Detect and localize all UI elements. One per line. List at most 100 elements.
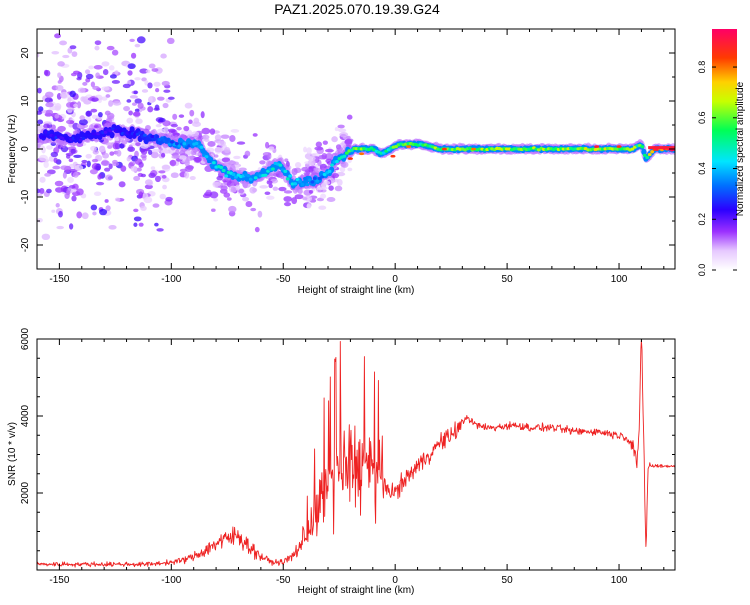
spectrogram-noise-blob xyxy=(51,209,56,213)
spectrogram-noise-blob xyxy=(112,100,122,106)
spectrogram-noise-blob xyxy=(122,83,131,89)
spectrogram-noise-blob xyxy=(100,147,106,153)
spectrogram-ridge-core xyxy=(147,138,152,142)
snr-x-label: Height of straight line (km) xyxy=(298,585,415,596)
spectrogram-ridge-core xyxy=(219,165,224,170)
spectrogram-noise-blob xyxy=(49,106,59,111)
spectrogram-noise-blob xyxy=(308,189,314,194)
spectrogram-noise-blob xyxy=(157,96,165,101)
spectrogram-noise-blob xyxy=(69,45,77,50)
spectrogram-ridge-core xyxy=(344,151,349,155)
spectrogram-noise-blob xyxy=(200,111,205,119)
spectrogram-noise-blob xyxy=(54,114,60,119)
spectrogram-ridge-core xyxy=(182,142,187,146)
spectrogram-x-tick-label: -150 xyxy=(49,274,69,285)
spectrogram-noise-blob xyxy=(105,174,113,181)
spectrogram-noise-blob xyxy=(96,181,105,186)
spectrogram-noise-blob xyxy=(254,226,260,233)
spectrogram-noise-blob xyxy=(37,52,40,58)
spectrogram-noise-blob xyxy=(138,191,144,199)
spectrogram-noise-blob xyxy=(46,169,56,175)
spectrogram-noise-blob xyxy=(220,134,230,139)
spectrogram-noise-blob xyxy=(161,80,170,87)
spectrogram-noise-blob xyxy=(44,97,53,103)
spectrogram-noise-blob xyxy=(54,33,61,39)
spectrogram-ridge-core xyxy=(150,134,155,139)
spectrogram-noise-blob xyxy=(71,51,78,57)
spectrogram-noise-blob xyxy=(140,148,148,155)
spectrogram-noise-blob xyxy=(214,134,222,141)
spectrogram-noise-blob xyxy=(266,180,273,185)
spectrogram-noise-blob xyxy=(55,203,60,208)
snr-line xyxy=(37,339,675,568)
spectrogram-noise-blob xyxy=(108,65,115,71)
spectrogram-noise-blob xyxy=(170,172,179,179)
spectrogram-noise-blob xyxy=(45,102,54,108)
spectrogram-ridge-core xyxy=(285,177,290,181)
spectrogram-noise-blob xyxy=(69,90,76,98)
snr-x-tick-label: -50 xyxy=(276,575,291,586)
spectrogram-noise-blob xyxy=(235,184,241,191)
spectrogram-noise-blob xyxy=(90,81,96,88)
snr-y-tick-label: 6000 xyxy=(20,327,31,350)
spectrogram-ridge-core xyxy=(386,148,391,152)
spectrogram-noise-blob xyxy=(230,186,237,193)
spectrogram-noise-blob xyxy=(155,124,162,128)
spectrogram-noise-blob xyxy=(77,87,86,94)
spectrogram-hot-tail xyxy=(648,146,675,150)
spectrogram-noise-blob xyxy=(252,187,258,193)
spectrogram-noise-blob xyxy=(326,196,336,203)
spectrogram-noise-blob xyxy=(148,96,153,104)
spectrogram-noise-blob xyxy=(283,190,293,194)
spectrogram-noise-blob xyxy=(130,52,137,59)
spectrogram-noise-blob xyxy=(85,73,94,80)
spectrogram-noise-blob xyxy=(339,166,346,173)
spectrogram-ridge-core xyxy=(349,148,354,152)
spectrogram-noise-blob xyxy=(334,185,343,192)
spectrogram-ridge-core xyxy=(46,130,51,134)
spectrogram-ridge-core xyxy=(177,144,182,148)
spectrogram-noise-blob xyxy=(112,142,119,150)
spectrogram-noise-blob xyxy=(93,191,102,197)
snr-y-axis: 2000 4000 6000 xyxy=(20,327,675,571)
spectrogram-noise-blob xyxy=(220,185,228,191)
spectrogram-noise-blob xyxy=(238,188,245,194)
spectrogram-noise-blob xyxy=(268,183,273,189)
spectrogram-noise-blob xyxy=(134,108,140,113)
snr-x-tick-label: 50 xyxy=(502,575,514,586)
spectrogram-ridge-core xyxy=(295,177,300,182)
spectrogram-noise-blob xyxy=(136,36,146,44)
spectrogram-noise-blob xyxy=(120,165,127,172)
spectrogram-noise-blob xyxy=(331,136,338,143)
spectrogram-noise-blob xyxy=(133,216,142,222)
spectrogram-noise-blob xyxy=(108,163,113,170)
spectrogram-noise-blob xyxy=(135,142,141,147)
spectrogram-noise-blob xyxy=(102,152,110,159)
spectrogram-noise-blob xyxy=(108,100,114,107)
spectrogram-noise-blob xyxy=(165,196,173,202)
spectrogram-noise-blob xyxy=(334,127,339,132)
colorbar-gradient xyxy=(712,29,737,270)
spectrogram-noise-blob xyxy=(37,110,42,115)
spectrogram-ridge-core xyxy=(369,146,374,150)
spectrogram-noise-blob xyxy=(264,191,271,196)
spectrogram-noise-blob xyxy=(76,76,82,81)
spectrogram-noise-blob xyxy=(209,191,219,199)
spectrogram-ridge-core xyxy=(647,152,652,157)
colorbar-tick-label: 0.6 xyxy=(697,112,707,125)
spectrogram-noise-blob xyxy=(266,195,275,200)
spectrogram-hotspot xyxy=(471,147,477,151)
spectrogram-noise-blob xyxy=(107,145,113,149)
spectrogram-noise-blob xyxy=(148,172,156,178)
spectrogram-noise-blob xyxy=(201,127,211,135)
spectrogram-noise-blob xyxy=(92,211,97,216)
snr-x-tick-label: -150 xyxy=(49,575,69,586)
spectrogram-noise-blob xyxy=(306,147,312,155)
spectrogram-y-tick-label: 0 xyxy=(20,146,31,152)
spectrogram-noise-blob xyxy=(217,140,226,147)
spectrogram-ridge-core xyxy=(246,173,251,178)
spectrogram-noise-blob xyxy=(323,180,331,185)
spectrogram-noise-blob xyxy=(325,148,334,153)
spectrogram-noise-blob xyxy=(170,123,178,128)
spectrogram-ridge-core xyxy=(642,153,647,157)
